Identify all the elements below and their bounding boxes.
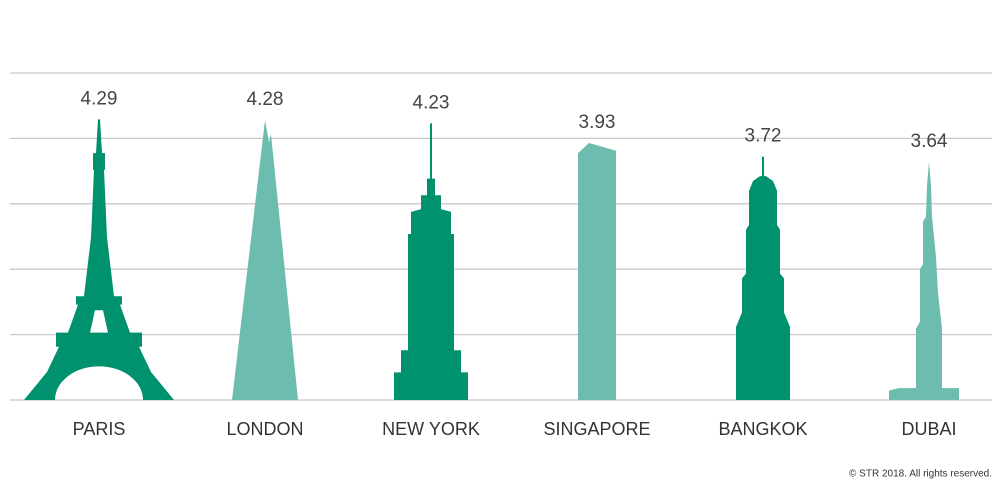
landmark-bar [736, 156, 790, 400]
landmark-bar [889, 161, 959, 400]
value-label: 4.28 [247, 89, 284, 110]
landmark-bar [232, 120, 298, 400]
x-tick-label: PARIS [73, 419, 126, 439]
x-tick-label: SINGAPORE [543, 419, 650, 439]
x-tick-label: BANGKOK [718, 419, 807, 439]
landmark-bar [578, 142, 616, 400]
x-tick-label: DUBAI [901, 419, 956, 439]
x-tick-label: LONDON [226, 419, 303, 439]
landmark-bar [24, 119, 174, 401]
landmark-bar [394, 123, 468, 400]
copyright-note: © STR 2018. All rights reserved. [849, 469, 992, 480]
value-label: 3.64 [911, 131, 948, 152]
value-label: 3.72 [745, 126, 782, 147]
value-label: 4.29 [81, 88, 118, 109]
value-label: 3.93 [579, 112, 616, 133]
value-label: 4.23 [413, 92, 450, 113]
x-tick-label: NEW YORK [382, 419, 480, 439]
